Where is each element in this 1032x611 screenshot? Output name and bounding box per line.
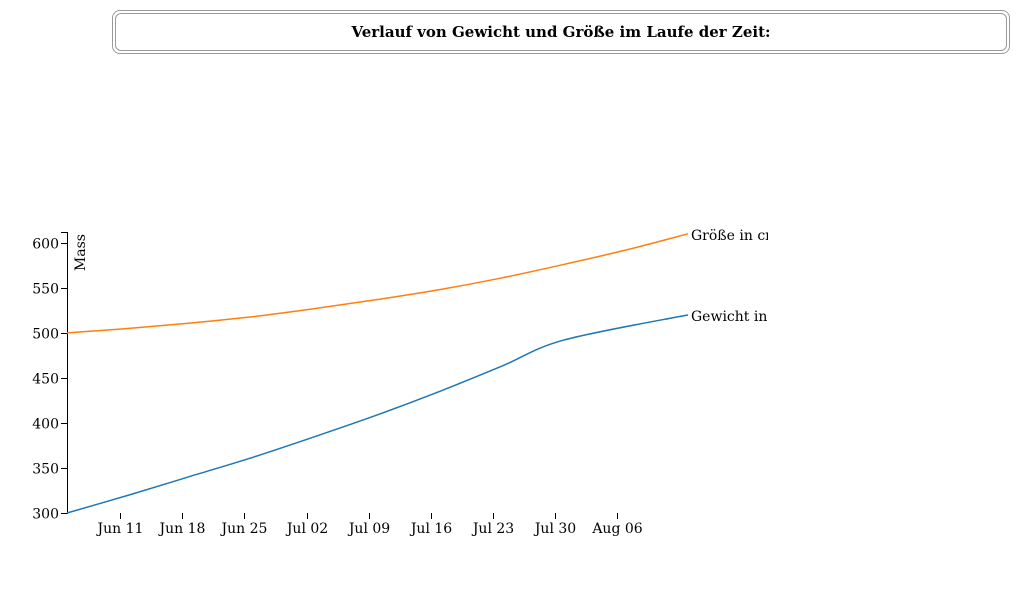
chart-title: Verlauf von Gewicht und Größe im Laufe d…: [115, 13, 1007, 51]
series-lines: [66, 233, 689, 514]
series-label: Gewicht in g: [691, 309, 781, 325]
y-tick-label: 400: [32, 417, 59, 433]
series-labels: Größe in cm Gewicht in g: [691, 228, 781, 325]
x-tick-label: Jul 30: [533, 521, 576, 537]
y-tick-label: 600: [32, 237, 59, 253]
x-tick-label: Jul 16: [409, 521, 452, 537]
y-tick-label: 550: [32, 282, 59, 298]
x-axis: Jun 11 Jun 18 Jun 25 Jul 02 Jul 09 Jul 16 Jul …: [96, 513, 643, 537]
y-tick-label: 300: [32, 507, 59, 523]
x-tick-label: Aug 06: [591, 521, 642, 537]
chart-title-box: Verlauf von Gewicht und Größe im Laufe d…: [112, 10, 1010, 54]
y-tick-label: 450: [32, 372, 59, 388]
y-tick-label: 350: [32, 462, 59, 478]
x-tick-label: Jun 11: [96, 521, 144, 537]
series-label: Größe in cm: [691, 228, 778, 244]
x-tick-label: Jun 18: [158, 521, 206, 537]
x-tick-label: Jun 25: [220, 521, 268, 537]
series-line: [66, 314, 689, 514]
x-tick-label: Jul 09: [347, 521, 390, 537]
x-tick-label: Jul 23: [471, 521, 514, 537]
y-axis-label: Mass: [73, 234, 89, 271]
y-tick-label: 500: [32, 327, 59, 343]
series-line: [66, 233, 689, 334]
y-axis-line: [61, 232, 68, 514]
y-axis: 300 350 400 450 500 550 600: [32, 232, 68, 523]
x-tick-label: Jul 02: [285, 521, 328, 537]
